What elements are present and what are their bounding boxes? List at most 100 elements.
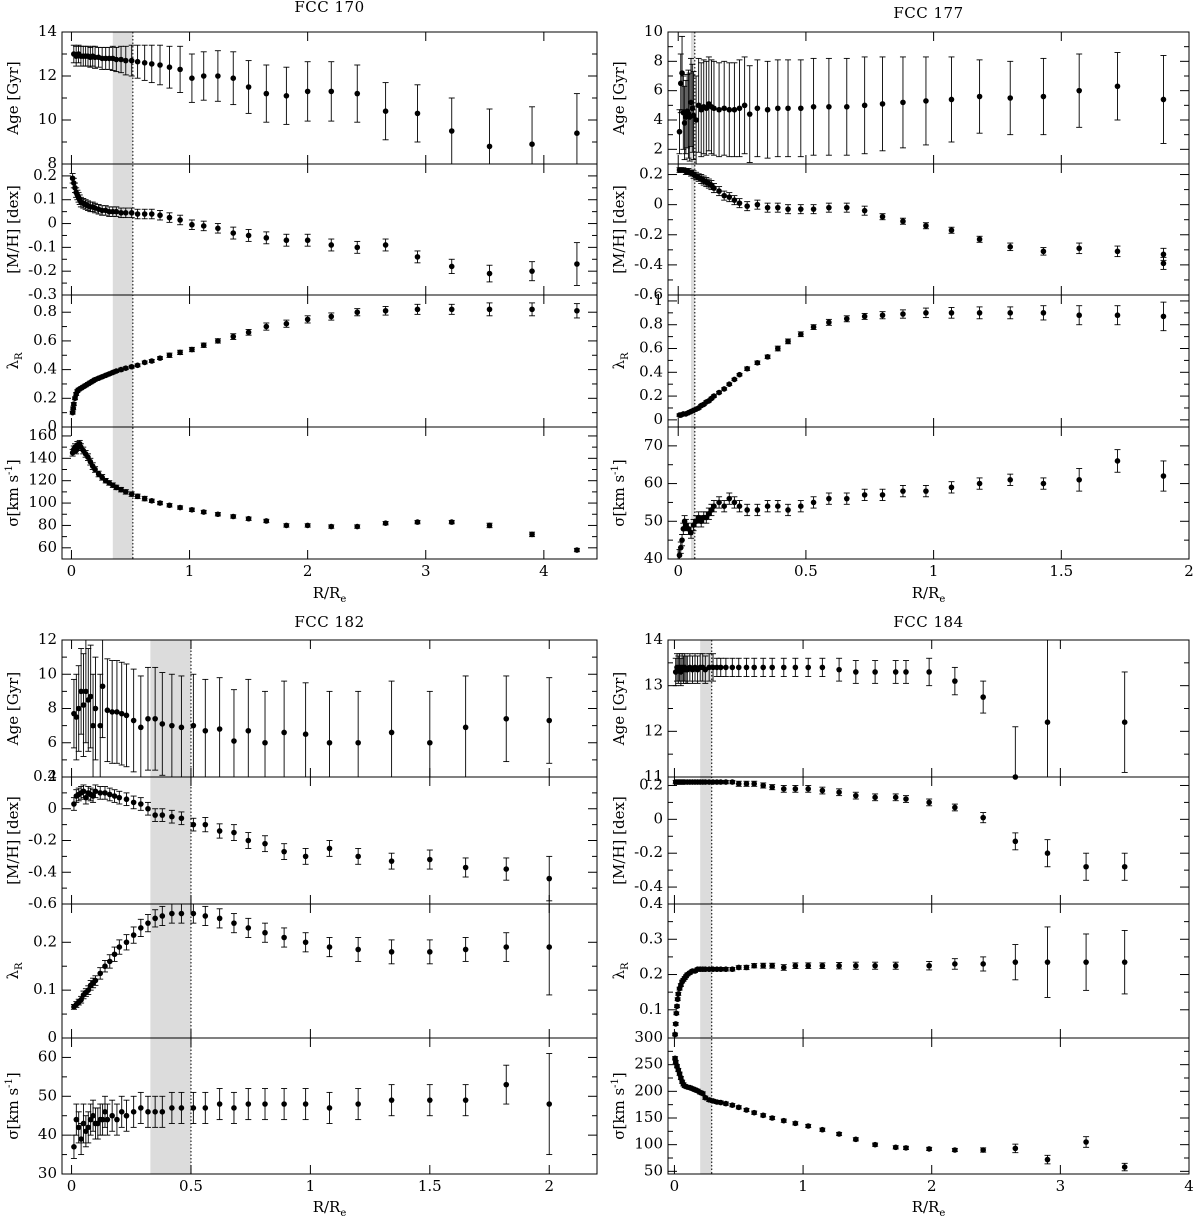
data-point — [1121, 1162, 1128, 1172]
data-point — [1083, 852, 1090, 881]
y-tick-label: 0.2 — [33, 932, 57, 950]
y-tick-label: 0.3 — [639, 929, 663, 947]
data-point — [326, 690, 333, 778]
data-point — [486, 302, 493, 317]
data-point — [861, 488, 868, 501]
data-point — [751, 1109, 758, 1116]
data-point — [805, 657, 812, 677]
x-tick-label: 2 — [303, 562, 313, 580]
y-tick-label: 150 — [634, 1108, 663, 1126]
y-axis-label: [M/H] [dex] — [610, 796, 628, 885]
data-point — [134, 208, 141, 220]
data-point — [684, 74, 691, 149]
data-point — [797, 331, 804, 338]
data-point — [355, 1088, 362, 1121]
data-point — [735, 780, 742, 787]
data-point — [819, 657, 826, 677]
data-point — [976, 306, 983, 320]
y-tick-label: 0.2 — [33, 767, 57, 785]
data-point — [746, 65, 753, 163]
data-point — [872, 1141, 879, 1148]
data-point — [130, 1095, 137, 1128]
y-tick-label: 0 — [653, 195, 663, 213]
x-axis-label: R/Re — [313, 584, 347, 605]
data-point — [130, 668, 137, 773]
data-point — [698, 62, 705, 158]
data-point — [302, 847, 309, 865]
data-point — [178, 675, 185, 778]
x-tick-label: 0.5 — [179, 1177, 203, 1195]
data-point — [684, 655, 691, 684]
data-point — [177, 45, 184, 93]
y-tick-label: 60 — [38, 1047, 57, 1065]
y-tick-label: 0.2 — [33, 388, 57, 406]
data-point — [137, 675, 144, 778]
data-point — [503, 932, 510, 962]
data-point — [245, 229, 252, 242]
data-point — [744, 365, 751, 372]
data-point — [382, 238, 389, 252]
data-point — [503, 675, 510, 763]
data-point — [805, 785, 812, 793]
data-point — [976, 59, 983, 134]
x-tick-label: 1.5 — [1049, 562, 1073, 580]
data-point — [426, 849, 433, 870]
data-point — [792, 785, 799, 793]
data-point — [486, 522, 493, 529]
data-point — [130, 795, 137, 810]
data-point — [202, 905, 209, 926]
data-point — [230, 824, 237, 841]
y-tick-label: -0.1 — [28, 237, 57, 255]
data-point — [200, 342, 207, 349]
data-point — [414, 84, 421, 143]
x-tick-label: 3 — [1056, 1177, 1066, 1195]
data-point — [769, 1115, 776, 1121]
data-point — [825, 57, 832, 156]
y-tick-label: 0.2 — [639, 165, 663, 183]
y-tick-label: 0.8 — [639, 315, 663, 333]
data-point — [130, 926, 137, 944]
panel-sigma: 30 40 50 60 σ[km s-1] — [4, 1037, 598, 1182]
data-point — [797, 204, 804, 215]
data-point — [731, 195, 738, 206]
y-tick-label: 0.2 — [639, 775, 663, 793]
y-tick-label: -0.3 — [28, 285, 57, 303]
data-point — [819, 786, 826, 795]
data-point — [70, 401, 77, 407]
data-point — [805, 962, 812, 969]
data-point — [141, 208, 148, 220]
data-point — [951, 666, 958, 696]
data-point — [414, 519, 421, 525]
y-tick-label: 60 — [644, 474, 663, 492]
data-point — [414, 250, 421, 264]
data-point — [717, 657, 724, 677]
data-point — [113, 660, 120, 764]
data-point — [355, 847, 362, 865]
data-point — [354, 308, 361, 317]
data-point — [92, 656, 99, 761]
y-tick-label: 70 — [644, 436, 663, 454]
data-point — [116, 790, 123, 805]
data-point — [1160, 256, 1167, 270]
data-point — [166, 502, 173, 509]
data-point — [104, 1103, 111, 1136]
data-point — [529, 106, 536, 165]
data-point — [462, 857, 469, 878]
chart-title: FCC 184 — [893, 613, 963, 631]
data-point — [1121, 671, 1128, 773]
data-point — [148, 498, 155, 504]
data-point — [1044, 839, 1051, 868]
data-point — [188, 53, 195, 103]
data-point — [128, 44, 135, 77]
data-point — [166, 352, 173, 359]
data-point — [73, 1103, 80, 1136]
data-point — [1121, 929, 1128, 995]
data-point — [382, 520, 389, 527]
data-point — [152, 1095, 159, 1128]
data-point — [80, 653, 87, 757]
data-point — [751, 962, 758, 969]
data-point — [448, 97, 455, 165]
data-point — [980, 1147, 987, 1153]
